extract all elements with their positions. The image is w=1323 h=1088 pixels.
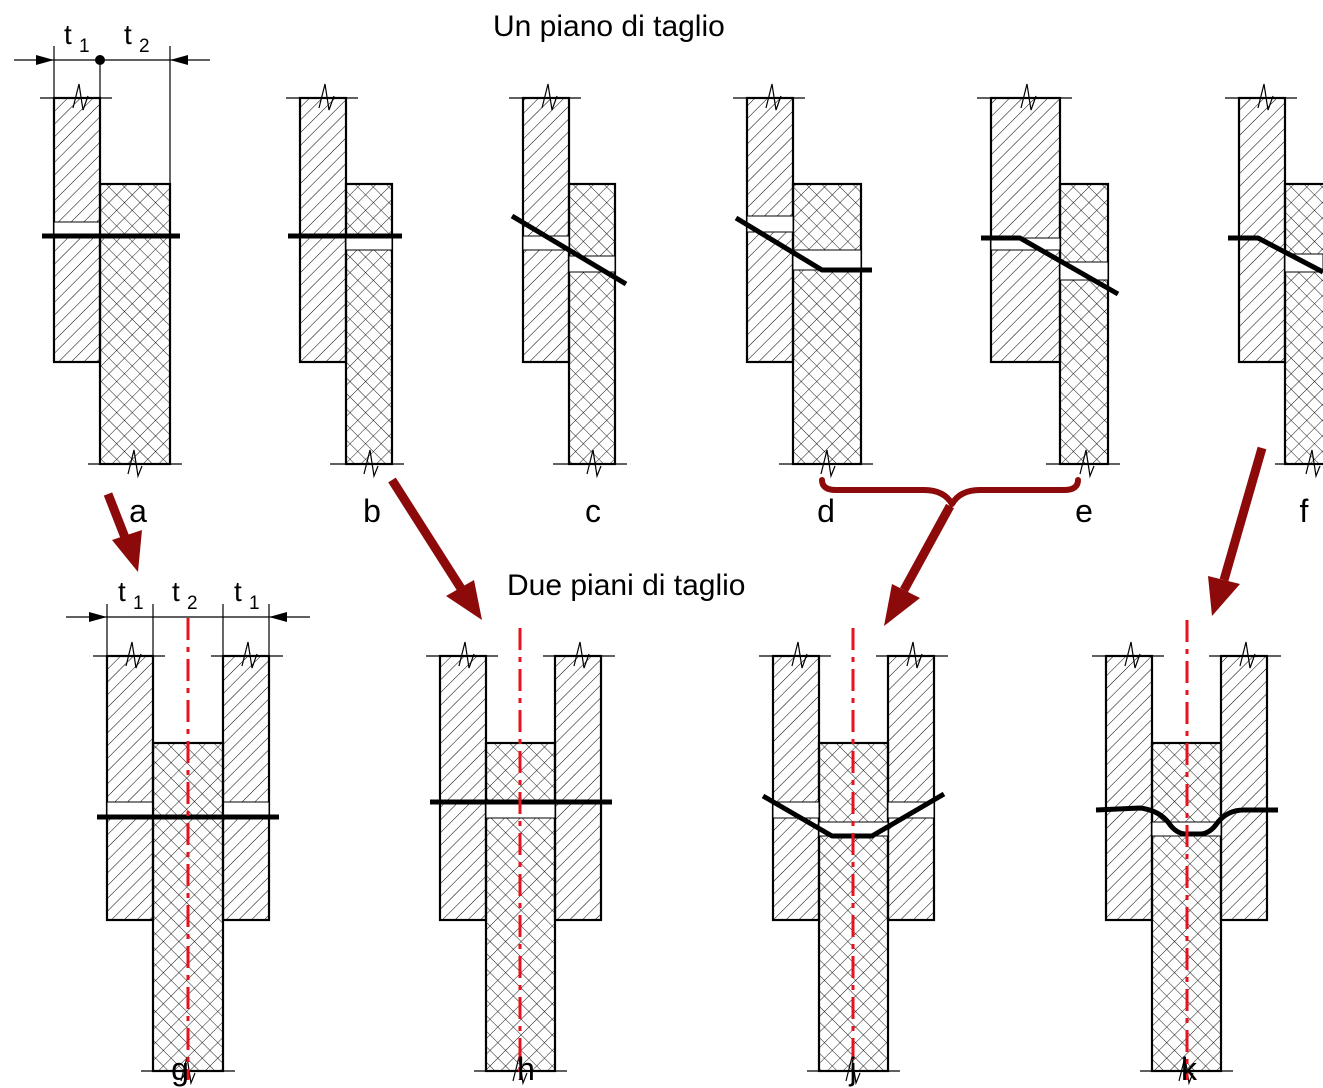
- case-e-connection: [977, 83, 1120, 479]
- dim-g-t1-left-subscript: 1: [133, 593, 144, 614]
- case-e-label: e: [1075, 493, 1093, 529]
- case-d-label: d: [817, 493, 835, 529]
- case-h-connection: [426, 628, 615, 1086]
- dim-t1-subscript: 1: [79, 36, 90, 57]
- case-c-connection: [509, 83, 628, 479]
- case-d-connection: [733, 83, 873, 479]
- case-g-connection: [66, 604, 310, 1086]
- case-k-connection: [1092, 620, 1281, 1086]
- dim-g-t1-left-label: t: [118, 576, 126, 607]
- case-b-connection: [286, 83, 404, 479]
- case-a-connection: [14, 46, 210, 479]
- single-shear-title: Un piano di taglio: [493, 10, 725, 43]
- case-j-connection: [759, 628, 948, 1086]
- double-shear-title: Due piani di taglio: [507, 569, 746, 602]
- dim-g-t2-label: t: [172, 576, 180, 607]
- arrow-a-to-g: [103, 492, 142, 572]
- dim-t1-label: t: [64, 19, 72, 50]
- dim-t2-subscript: 2: [139, 36, 150, 57]
- case-f-label: f: [1300, 493, 1309, 529]
- dim-t2-label: t: [124, 19, 132, 50]
- dim-g-t1-right-subscript: 1: [249, 593, 260, 614]
- brace-d-e: [819, 477, 1081, 507]
- arrow-de-to-j: [884, 503, 954, 626]
- arrow-f-to-k: [1208, 446, 1267, 616]
- case-g-label: g: [171, 1051, 189, 1087]
- case-h-label: h: [517, 1051, 535, 1087]
- case-j-label: j: [848, 1051, 856, 1087]
- case-k-label: k: [1181, 1051, 1198, 1087]
- case-f-connection: [1225, 83, 1323, 479]
- dim-g-t2-subscript: 2: [187, 593, 198, 614]
- case-a-label: a: [129, 493, 147, 529]
- case-b-label: b: [363, 493, 381, 529]
- arrow-b-to-h: [388, 477, 482, 620]
- case-c-label: c: [585, 493, 601, 529]
- dim-g-t1-right-label: t: [234, 576, 242, 607]
